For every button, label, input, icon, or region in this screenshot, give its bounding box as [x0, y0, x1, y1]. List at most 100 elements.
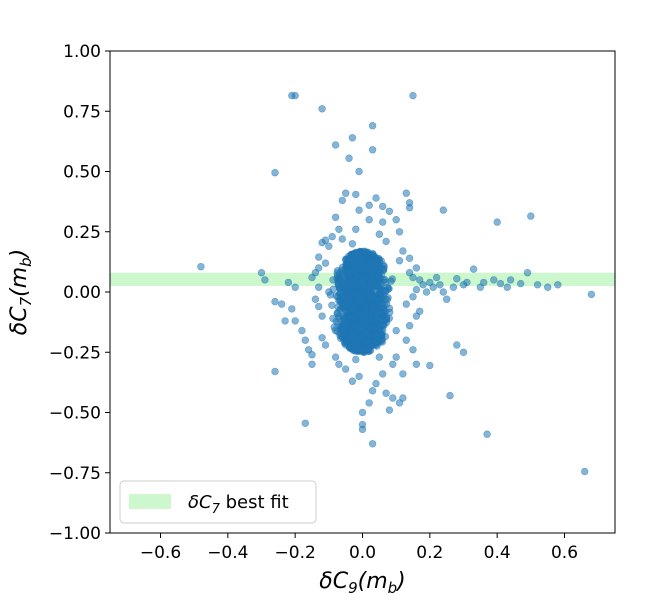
y-tick-label: −1.00	[49, 524, 101, 544]
scatter-point	[412, 360, 421, 368]
scatter-point	[291, 317, 299, 325]
y-tick-label: −0.75	[49, 464, 101, 484]
scatter-point	[527, 212, 535, 220]
scatter-point	[278, 300, 286, 308]
scatter-point-cluster	[342, 263, 350, 271]
scatter-point	[496, 279, 505, 288]
scatter-point-cluster	[360, 346, 368, 355]
scatter-point	[197, 263, 205, 271]
scatter-point	[315, 302, 323, 311]
y-tick-label: 0.75	[63, 102, 101, 122]
scatter-point	[338, 235, 346, 243]
scatter-point	[372, 379, 380, 388]
scatter-point	[426, 278, 434, 287]
scatter-point	[358, 408, 367, 417]
scatter-point-cluster	[343, 339, 351, 347]
scatter-points-layer	[197, 91, 596, 476]
scatter-point	[298, 326, 306, 335]
scatter-point	[348, 240, 357, 248]
scatter-point	[392, 353, 400, 361]
scatter-point-cluster	[375, 288, 384, 297]
scatter-point-cluster	[380, 321, 388, 329]
scatter-point	[459, 281, 468, 289]
scatter-point	[533, 281, 542, 289]
y-tick-label: 0.00	[63, 283, 101, 303]
scatter-point-cluster	[335, 289, 344, 298]
scatter-point	[348, 377, 357, 385]
scatter-point	[375, 230, 383, 238]
scatter-point	[516, 279, 525, 288]
scatter-point	[469, 265, 478, 273]
scatter-point-cluster	[367, 295, 375, 303]
scatter-point-cluster	[359, 318, 368, 326]
legend-label-best-fit: δC7 best fit	[188, 492, 289, 517]
scatter-point	[399, 247, 407, 255]
scatter-point-cluster	[373, 257, 381, 266]
scatter-point	[318, 238, 326, 247]
scatter-point-cluster	[361, 247, 369, 256]
scatter-point	[389, 360, 397, 368]
scatter-point	[352, 225, 360, 234]
scatter-point	[523, 269, 532, 277]
scatter-point	[291, 283, 299, 291]
scatter-point	[446, 391, 454, 400]
scatter-point	[432, 273, 441, 282]
legend: δC7 best fit	[119, 480, 317, 524]
scatter-point-cluster	[383, 283, 392, 292]
scatter-point	[402, 336, 410, 344]
scatter-point	[490, 276, 498, 284]
scatter-point	[436, 281, 444, 289]
scatter-point-cluster	[346, 306, 355, 314]
scatter-point	[352, 190, 360, 199]
legend-box	[119, 480, 317, 524]
scatter-point	[321, 259, 330, 267]
scatter-point-cluster	[342, 279, 351, 288]
scatter-point	[271, 297, 279, 306]
scatter-point-cluster	[387, 277, 395, 285]
scatter-point	[426, 361, 434, 370]
scatter-point-cluster	[356, 325, 364, 333]
scatter-point-cluster	[328, 301, 336, 309]
scatter-point-cluster	[381, 332, 390, 341]
scatter-point-cluster	[347, 291, 356, 299]
scatter-point	[459, 348, 468, 356]
scatter-point	[439, 288, 447, 296]
scatter-point	[416, 276, 424, 284]
scatter-point	[580, 467, 589, 476]
scatter-point	[476, 283, 484, 291]
scatter-point	[493, 218, 501, 226]
scatter-point-cluster	[348, 313, 357, 321]
scatter-point	[308, 360, 316, 368]
scatter-point-cluster	[369, 250, 377, 259]
y-axis-label: δC7(mb)	[7, 249, 35, 336]
scatter-point	[382, 237, 390, 246]
scatter-point	[331, 213, 340, 222]
scatter-point	[318, 334, 326, 342]
scatter-point	[389, 394, 397, 402]
scatter-point	[342, 365, 350, 373]
scatter-point	[368, 146, 377, 154]
scatter-point	[483, 430, 491, 438]
scatter-point	[348, 134, 357, 142]
scatter-point	[453, 275, 461, 283]
scatter-point	[395, 257, 404, 265]
scatter-point	[405, 204, 414, 212]
scatter-point-cluster	[366, 266, 374, 274]
scatter-point	[328, 232, 336, 241]
scatter-point	[503, 283, 511, 291]
scatter-point	[416, 307, 424, 315]
scatter-point	[368, 121, 377, 130]
scatter-point	[318, 312, 326, 320]
scatter-point	[399, 370, 407, 378]
scatter-point	[543, 283, 552, 291]
scatter-point	[355, 372, 363, 381]
scatter-point-cluster	[341, 322, 349, 331]
scatter-point-cluster	[348, 329, 356, 337]
scatter-point-cluster	[358, 333, 366, 341]
scatter-point	[412, 264, 421, 272]
scatter-point	[284, 278, 293, 287]
scatter-point	[587, 290, 596, 299]
scatter-point	[365, 201, 373, 209]
scatter-point	[321, 341, 330, 349]
